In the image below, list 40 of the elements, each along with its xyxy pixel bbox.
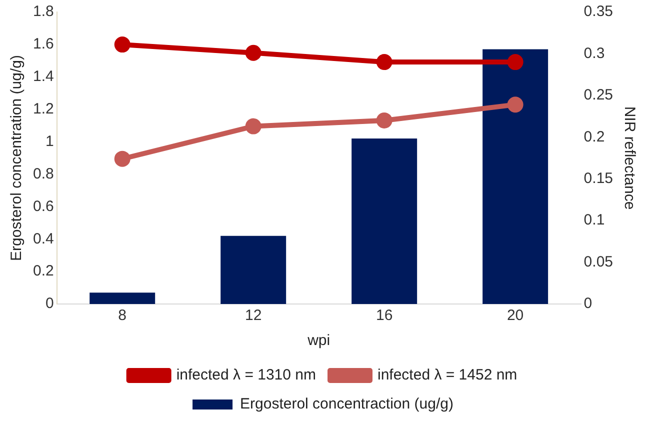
y2-tick-label: 0.1 [584, 212, 605, 229]
y2-tick-label: 0.05 [584, 253, 614, 270]
legend-label: Ergosterol concentraction (ug/g) [240, 396, 454, 413]
y2-tick-label: 0 [584, 295, 592, 312]
y-tick-label: 1.2 [32, 100, 54, 118]
x-axis-title: wpi [306, 332, 330, 350]
y-tick-label: 0.8 [32, 165, 54, 182]
legend-label: infected λ = 1310 nm [176, 366, 316, 384]
bar [220, 236, 286, 304]
y2-tick-label: 0.25 [584, 86, 614, 104]
bar [90, 292, 156, 304]
y2-tick-label: 0.2 [584, 128, 605, 146]
bar [482, 49, 548, 304]
x-tick-label: 16 [376, 307, 393, 324]
y2-tick-label: 0.15 [584, 170, 614, 187]
y-tick-label: 0 [46, 295, 54, 312]
point [114, 36, 130, 53]
bar [352, 138, 418, 304]
point [114, 150, 130, 167]
y-tick-label: 1 [46, 132, 54, 150]
point [245, 118, 262, 134]
point [376, 54, 392, 70]
x-tick-label: 8 [118, 307, 127, 324]
point [507, 54, 524, 70]
x-tick-label: 20 [506, 307, 524, 324]
y-tick-label: 0.2 [32, 262, 54, 280]
y-tick-label: 1.4 [32, 68, 54, 86]
point [245, 44, 262, 61]
y-tick-label: 0.4 [32, 230, 54, 248]
legend-label: infected λ = 1452 nm [378, 366, 518, 384]
y2-tick-label: 0.3 [584, 44, 605, 62]
y-tick-label: 0.6 [32, 198, 54, 215]
y-tick-label: 1.8 [32, 3, 54, 20]
x-tick-label: 12 [244, 307, 262, 324]
y-axis-title: Ergosterol concentration (ug/g) [8, 55, 26, 261]
y2-tick-label: 0.35 [584, 3, 614, 20]
y2-axis-title: NIR reflectance [620, 106, 638, 210]
y-tick-label: 1.6 [32, 36, 54, 53]
point [376, 112, 392, 128]
point [507, 96, 524, 113]
